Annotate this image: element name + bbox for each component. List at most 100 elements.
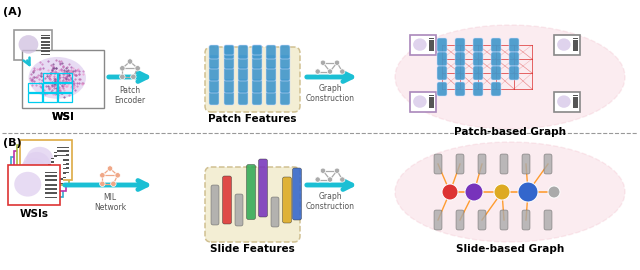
- Text: Patch
Encoder: Patch Encoder: [115, 86, 145, 105]
- Ellipse shape: [557, 95, 571, 108]
- FancyBboxPatch shape: [509, 66, 519, 80]
- Bar: [28, 83, 42, 92]
- Bar: [54, 153, 66, 155]
- FancyBboxPatch shape: [455, 82, 465, 96]
- Bar: [45, 190, 57, 193]
- FancyBboxPatch shape: [473, 66, 483, 80]
- FancyBboxPatch shape: [437, 82, 447, 96]
- FancyBboxPatch shape: [509, 52, 519, 66]
- FancyBboxPatch shape: [437, 38, 447, 52]
- Circle shape: [100, 173, 105, 178]
- Circle shape: [340, 69, 345, 74]
- FancyBboxPatch shape: [266, 55, 276, 69]
- Bar: [42, 43, 50, 44]
- Bar: [58, 93, 72, 102]
- Bar: [43, 73, 57, 82]
- Ellipse shape: [413, 95, 427, 108]
- FancyBboxPatch shape: [491, 38, 501, 52]
- Bar: [54, 174, 66, 177]
- Bar: [17, 145, 69, 185]
- FancyBboxPatch shape: [252, 67, 262, 81]
- FancyBboxPatch shape: [209, 79, 219, 93]
- Bar: [51, 163, 63, 166]
- Text: (B): (B): [3, 138, 22, 148]
- Circle shape: [335, 168, 340, 173]
- FancyBboxPatch shape: [266, 91, 276, 105]
- FancyBboxPatch shape: [209, 67, 219, 81]
- Bar: [429, 95, 435, 108]
- Circle shape: [315, 177, 321, 182]
- FancyBboxPatch shape: [252, 45, 262, 55]
- FancyBboxPatch shape: [209, 91, 219, 105]
- Bar: [58, 73, 72, 82]
- Bar: [573, 95, 579, 108]
- Bar: [58, 148, 69, 150]
- Bar: [45, 181, 57, 184]
- Bar: [49, 187, 60, 189]
- Bar: [554, 35, 580, 55]
- Ellipse shape: [26, 147, 53, 172]
- FancyBboxPatch shape: [266, 45, 276, 59]
- FancyBboxPatch shape: [522, 210, 530, 230]
- FancyBboxPatch shape: [473, 52, 483, 66]
- Circle shape: [494, 184, 510, 200]
- Bar: [8, 165, 60, 205]
- FancyBboxPatch shape: [280, 67, 290, 81]
- FancyBboxPatch shape: [455, 52, 465, 66]
- Text: Slide Features: Slide Features: [210, 244, 295, 254]
- FancyBboxPatch shape: [205, 167, 300, 242]
- FancyBboxPatch shape: [280, 91, 290, 105]
- FancyBboxPatch shape: [478, 154, 486, 174]
- FancyBboxPatch shape: [491, 66, 501, 80]
- Circle shape: [548, 186, 560, 198]
- Bar: [51, 167, 63, 170]
- FancyBboxPatch shape: [456, 210, 464, 230]
- FancyBboxPatch shape: [224, 45, 234, 55]
- Bar: [51, 180, 63, 183]
- Text: Patch-based Graph: Patch-based Graph: [454, 127, 566, 137]
- FancyBboxPatch shape: [491, 52, 501, 66]
- Circle shape: [321, 60, 326, 65]
- Text: WSI: WSI: [52, 112, 74, 122]
- FancyBboxPatch shape: [266, 79, 276, 93]
- FancyBboxPatch shape: [280, 79, 290, 93]
- FancyBboxPatch shape: [455, 38, 465, 52]
- Bar: [58, 83, 72, 92]
- Text: Graph
Construction: Graph Construction: [305, 84, 355, 103]
- Bar: [49, 169, 60, 171]
- Ellipse shape: [23, 152, 51, 177]
- FancyBboxPatch shape: [246, 164, 255, 220]
- Bar: [42, 52, 50, 54]
- Circle shape: [108, 166, 113, 171]
- Text: Graph
Construction: Graph Construction: [305, 192, 355, 211]
- Circle shape: [328, 177, 333, 182]
- Bar: [54, 157, 66, 160]
- Bar: [43, 83, 57, 92]
- Ellipse shape: [395, 142, 625, 242]
- FancyBboxPatch shape: [224, 91, 234, 105]
- FancyBboxPatch shape: [209, 55, 219, 69]
- FancyBboxPatch shape: [292, 168, 301, 220]
- Ellipse shape: [557, 38, 571, 51]
- Circle shape: [518, 182, 538, 202]
- FancyBboxPatch shape: [491, 82, 501, 96]
- Ellipse shape: [395, 25, 625, 129]
- Text: MIL
Network: MIL Network: [94, 193, 126, 212]
- Circle shape: [100, 181, 105, 187]
- Bar: [11, 157, 63, 197]
- FancyBboxPatch shape: [282, 177, 291, 223]
- FancyBboxPatch shape: [280, 55, 290, 69]
- FancyBboxPatch shape: [209, 45, 219, 59]
- Bar: [429, 38, 435, 51]
- Ellipse shape: [29, 57, 86, 99]
- Circle shape: [111, 181, 116, 187]
- FancyBboxPatch shape: [544, 210, 552, 230]
- Bar: [45, 186, 57, 188]
- FancyBboxPatch shape: [252, 91, 262, 105]
- Bar: [14, 30, 52, 60]
- FancyBboxPatch shape: [473, 38, 483, 52]
- Bar: [51, 158, 63, 184]
- FancyBboxPatch shape: [238, 45, 248, 59]
- FancyBboxPatch shape: [238, 67, 248, 81]
- FancyBboxPatch shape: [522, 154, 530, 174]
